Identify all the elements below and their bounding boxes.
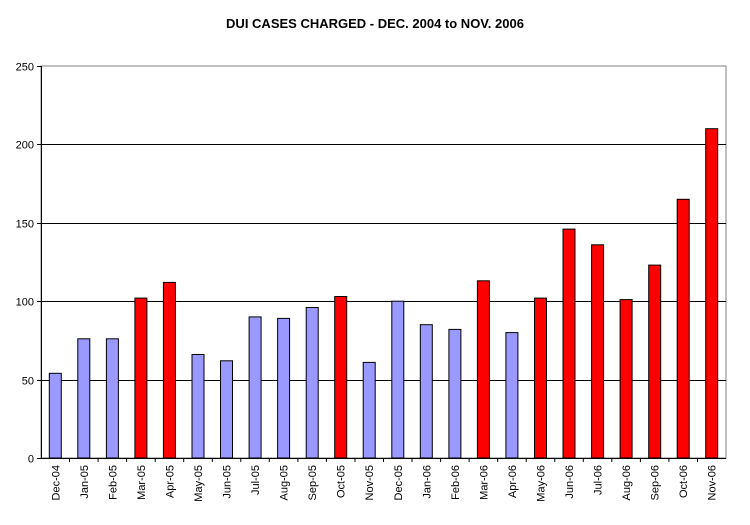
x-tick-label: Jul-06 bbox=[593, 465, 605, 495]
chart-title: DUI CASES CHARGED - DEC. 2004 to NOV. 20… bbox=[226, 16, 524, 31]
y-tick-label: 250 bbox=[16, 62, 34, 74]
x-tick-label: Jul-05 bbox=[250, 465, 262, 495]
bar-jan-05 bbox=[77, 338, 91, 459]
x-tick-label: Feb-05 bbox=[107, 465, 119, 500]
bar-apr-05 bbox=[162, 281, 176, 459]
y-tick-label: 150 bbox=[16, 219, 34, 231]
bar-dec-04 bbox=[48, 372, 62, 459]
bar-aug-06 bbox=[619, 299, 633, 459]
bar-sep-05 bbox=[305, 307, 319, 459]
bar-oct-06 bbox=[676, 198, 690, 459]
x-tick-label: Dec-05 bbox=[393, 465, 405, 500]
y-tick-label: 100 bbox=[16, 297, 34, 309]
x-tick-label: Nov-06 bbox=[707, 465, 719, 500]
x-tick-label: Mar-05 bbox=[136, 465, 148, 500]
bar-may-05 bbox=[191, 354, 205, 459]
bar-mar-05 bbox=[134, 297, 148, 459]
y-tick-label: 50 bbox=[22, 376, 34, 388]
bar-may-06 bbox=[534, 297, 547, 459]
x-tick-label: Nov-05 bbox=[364, 465, 376, 500]
bar-jun-06 bbox=[562, 228, 576, 459]
x-tick-label: Jan-06 bbox=[421, 465, 433, 499]
bar-jan-06 bbox=[419, 324, 433, 459]
x-tick-label: Apr-06 bbox=[507, 465, 519, 498]
bar-apr-06 bbox=[505, 332, 519, 459]
bar-feb-06 bbox=[448, 328, 462, 459]
y-tick-label: 0 bbox=[28, 454, 34, 466]
x-tick-label: May-05 bbox=[193, 465, 205, 502]
plot-frame bbox=[40, 65, 727, 459]
x-tick-label: Jun-06 bbox=[564, 465, 576, 499]
x-tick-label: Feb-06 bbox=[450, 465, 462, 500]
bar-feb-05 bbox=[105, 338, 119, 459]
bar-oct-05 bbox=[334, 296, 348, 459]
x-tick-label: Dec-04 bbox=[50, 465, 62, 500]
x-tick-label: Sep-05 bbox=[307, 465, 319, 500]
bar-dec-05 bbox=[391, 300, 405, 459]
x-tick-label: Aug-06 bbox=[621, 465, 633, 500]
x-tick-label: Aug-05 bbox=[279, 465, 291, 500]
bar-jul-05 bbox=[248, 316, 262, 459]
y-tick-label: 200 bbox=[16, 140, 34, 152]
bar-jun-05 bbox=[220, 360, 233, 459]
x-tick-label: Oct-05 bbox=[336, 465, 348, 498]
bar-nov-06 bbox=[705, 128, 719, 459]
x-tick-label: Mar-06 bbox=[478, 465, 490, 500]
x-tick-label: Jun-05 bbox=[222, 465, 234, 499]
bar-sep-06 bbox=[648, 264, 662, 459]
x-tick-label: Sep-06 bbox=[650, 465, 662, 500]
bar-jul-06 bbox=[591, 244, 605, 459]
bar-aug-05 bbox=[277, 317, 291, 459]
x-tick-label: Apr-05 bbox=[164, 465, 176, 498]
x-tick-label: Oct-06 bbox=[678, 465, 690, 498]
x-tick-label: May-06 bbox=[536, 465, 548, 502]
x-tick-label: Jan-05 bbox=[79, 465, 91, 499]
bar-mar-06 bbox=[476, 280, 490, 459]
bar-nov-05 bbox=[362, 361, 376, 459]
